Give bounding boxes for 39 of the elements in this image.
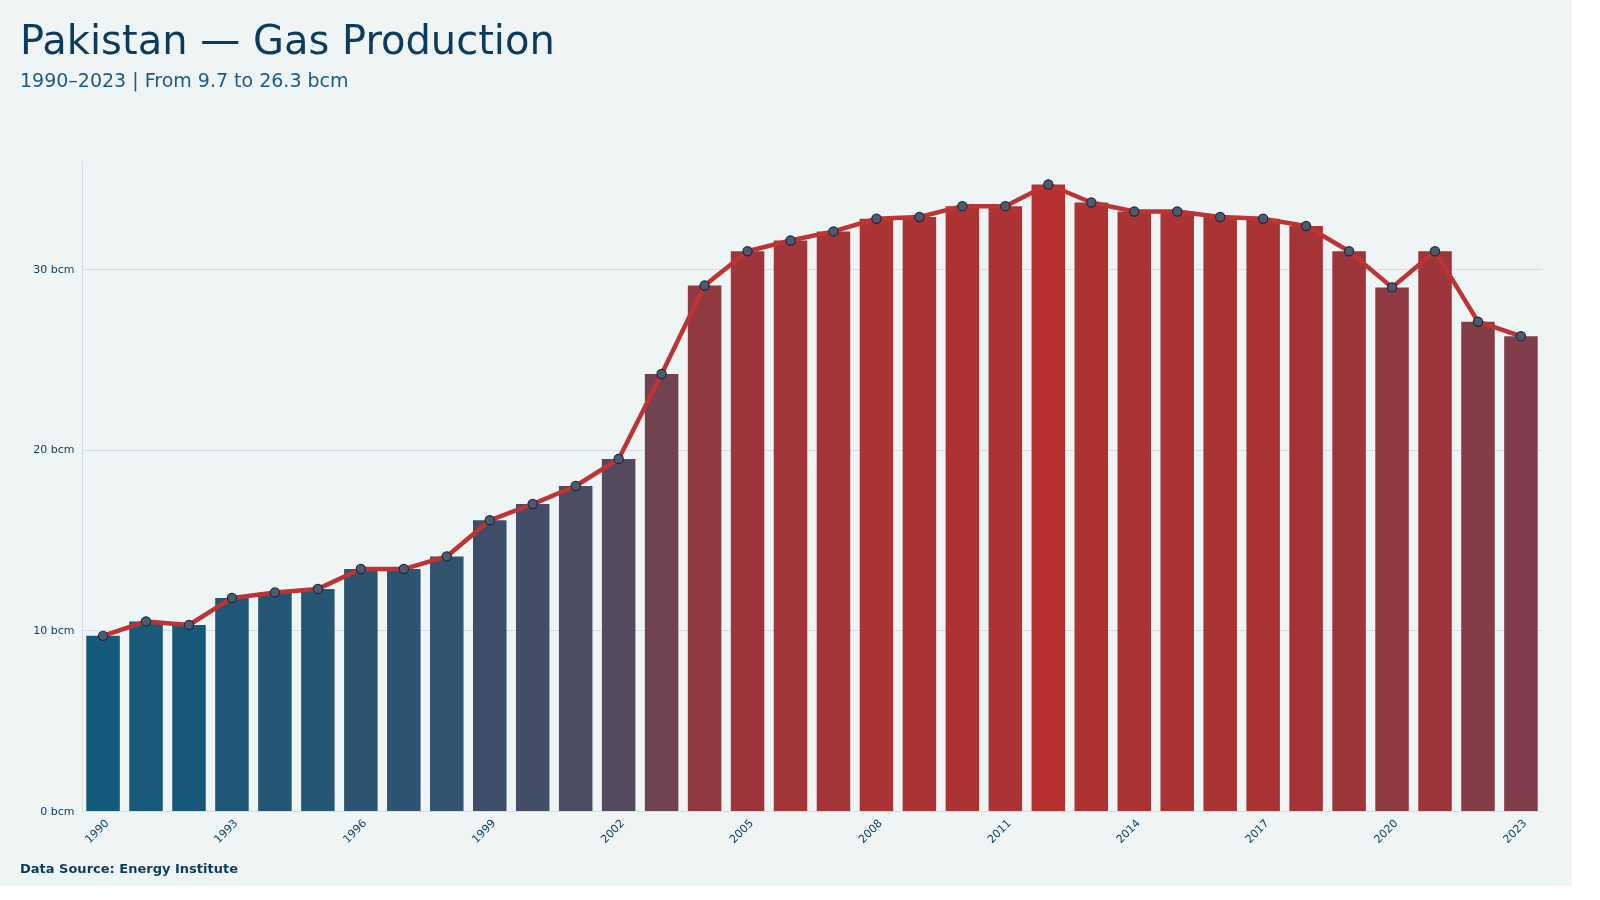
- bar: [472, 520, 507, 811]
- bar: [1418, 251, 1452, 811]
- bar: [1332, 251, 1366, 811]
- bar: [430, 556, 464, 811]
- bar: [301, 588, 335, 811]
- source-note: Data Source: Energy Institute: [20, 861, 239, 876]
- chart-subtitle: 1990–2023 | From 9.7 to 26.3 bcm: [20, 69, 349, 92]
- bar: [1461, 321, 1495, 811]
- bar: [1117, 211, 1152, 811]
- bar: [644, 374, 679, 811]
- bar: [1375, 287, 1409, 811]
- bar: [344, 569, 378, 811]
- bar: [1246, 218, 1280, 811]
- bar: [902, 216, 937, 811]
- bar: [730, 251, 765, 811]
- y-tick-label: 10 bcm: [33, 623, 75, 637]
- bar: [1504, 336, 1538, 811]
- bar: [1074, 202, 1109, 811]
- y-tick-label: 20 bcm: [33, 443, 75, 457]
- bar: [988, 206, 1023, 811]
- bar: [945, 206, 980, 811]
- bar: [601, 458, 636, 811]
- bar: [687, 285, 722, 811]
- bar: [172, 625, 206, 811]
- bar: [86, 635, 120, 811]
- bar: [816, 231, 851, 811]
- y-tick-label: 30 bcm: [33, 262, 75, 276]
- chart-title: Pakistan — Gas Production: [20, 17, 555, 63]
- bar: [387, 569, 421, 811]
- bar: [1289, 226, 1323, 811]
- bar: [258, 592, 292, 811]
- bar: [773, 240, 808, 811]
- bar: [1160, 211, 1194, 811]
- bar: [859, 218, 894, 811]
- bar: [215, 597, 249, 811]
- bar: [558, 486, 593, 811]
- bar: [1203, 216, 1237, 811]
- bar: [129, 621, 163, 811]
- y-tick-label: 0 bcm: [40, 804, 75, 818]
